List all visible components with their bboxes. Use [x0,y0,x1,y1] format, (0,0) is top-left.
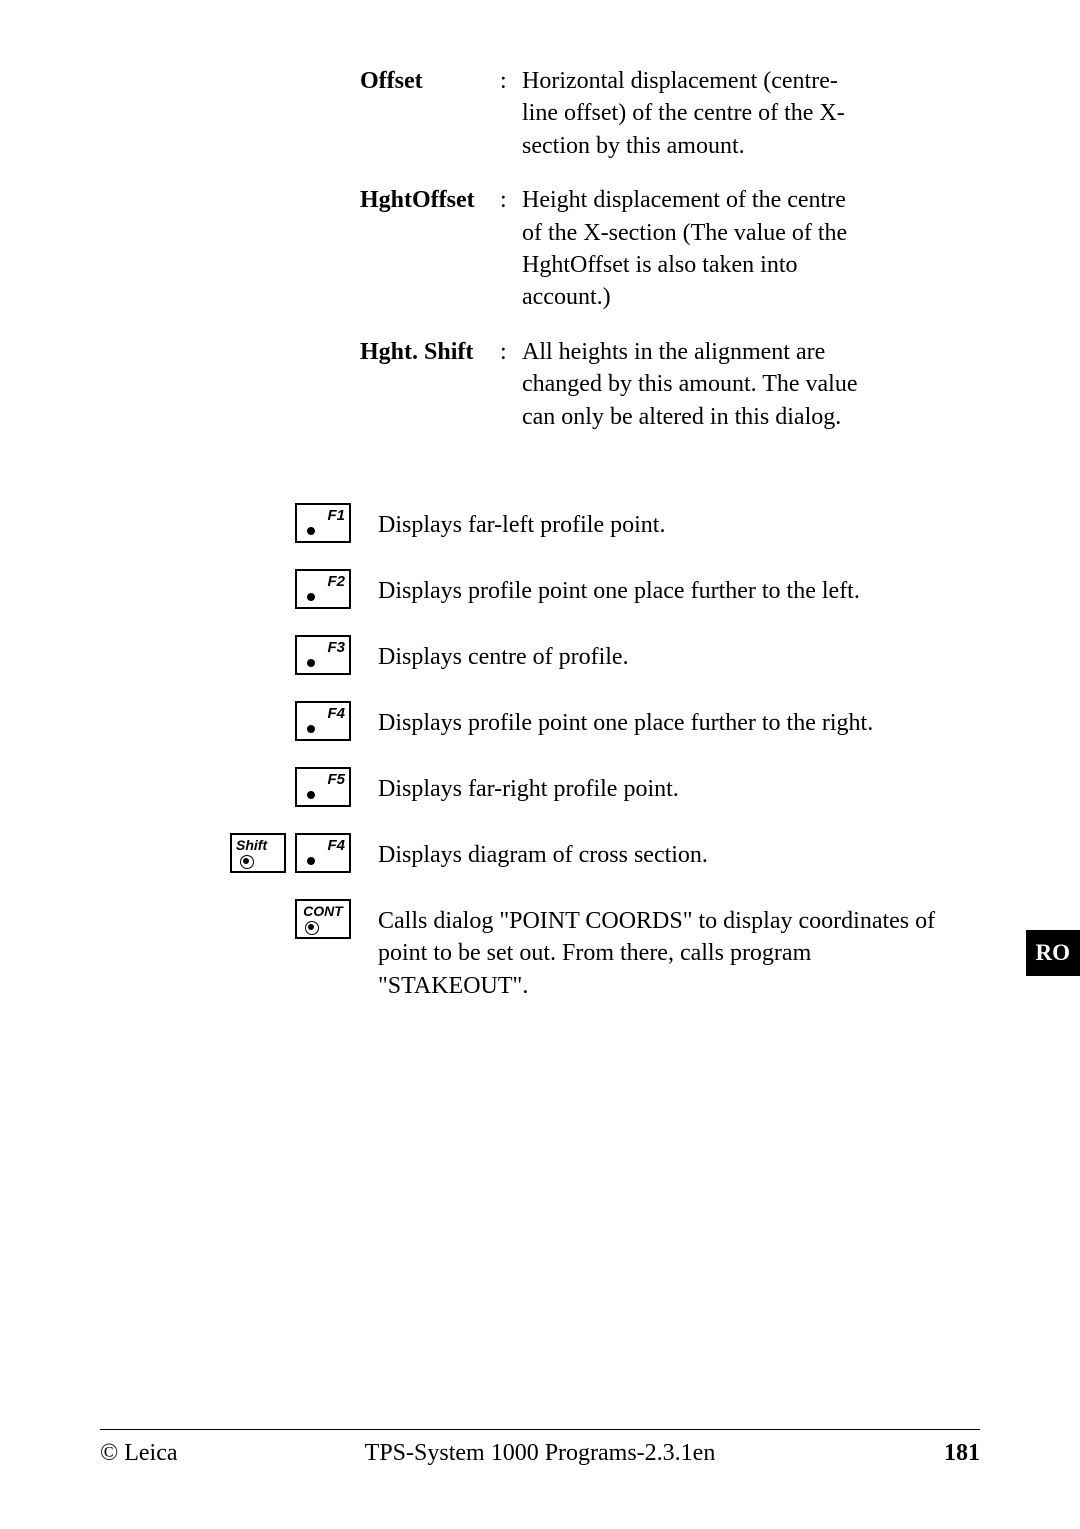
definition-desc: Horizontal displacement (centre-line off… [522,65,980,162]
key-row: F5 Displays far-right profile point. [230,767,980,807]
f1-key-icon: F1 [295,503,351,543]
f2-key-icon: F2 [295,569,351,609]
definition-desc: All heights in the alignment are changed… [522,336,980,433]
key-desc: Displays diagram of cross section. [360,833,980,871]
key-main-slot: F1 [295,503,360,543]
key-desc: Displays profile point one place further… [360,701,980,739]
key-label: F5 [327,771,345,788]
key-prefix-slot: Shift [230,833,295,873]
side-tab: RO [1026,930,1080,976]
page-footer: © Leica TPS-System 1000 Programs-2.3.1en… [100,1429,980,1467]
key-main-slot: F4 [295,833,360,873]
shift-key-icon: Shift [230,833,286,873]
key-desc: Displays centre of profile. [360,635,980,673]
key-label: Shift [236,837,267,853]
key-desc: Displays far-left profile point. [360,503,980,541]
key-label: F4 [327,705,345,722]
key-label: F4 [327,837,345,854]
key-dot-target-icon [305,921,317,933]
colon: : [500,184,522,314]
key-label: F3 [327,639,345,656]
key-row: CONT Calls dialog "POINT COORDS" to disp… [230,899,980,1002]
key-main-slot: CONT [295,899,360,939]
definition-row: Hght. Shift : All heights in the alignme… [360,336,980,433]
key-row: F1 Displays far-left profile point. [230,503,980,543]
key-label: CONT [297,903,349,919]
key-main-slot: F5 [295,767,360,807]
key-row: F2 Displays profile point one place furt… [230,569,980,609]
key-dot-icon [307,857,315,865]
definition-row: Offset : Horizontal displacement (centre… [360,65,980,162]
key-desc: Calls dialog "POINT COORDS" to display c… [360,899,980,1002]
key-label: F1 [327,507,345,524]
key-row: F3 Displays centre of profile. [230,635,980,675]
definition-row: HghtOffset : Height displacement of the … [360,184,980,314]
key-row: Shift F4 Displays diagram of cross secti… [230,833,980,873]
key-main-slot: F4 [295,701,360,741]
key-desc: Displays profile point one place further… [360,569,980,607]
footer-page-number: 181 [944,1440,980,1467]
f4-key-icon: F4 [295,701,351,741]
key-dot-icon [307,791,315,799]
key-label: F2 [327,573,345,590]
definitions-block: Offset : Horizontal displacement (centre… [360,65,980,433]
key-desc: Displays far-right profile point. [360,767,980,805]
key-dot-icon [307,659,315,667]
key-row: F4 Displays profile point one place furt… [230,701,980,741]
footer-left: © Leica [100,1440,178,1467]
colon: : [500,65,522,162]
definition-desc: Height displacement of the centre of the… [522,184,980,314]
key-dot-icon [307,725,315,733]
footer-center: TPS-System 1000 Programs-2.3.1en [365,1440,716,1467]
colon: : [500,336,522,433]
function-key-list: F1 Displays far-left profile point. F2 D… [230,503,980,1002]
key-main-slot: F3 [295,635,360,675]
page: Offset : Horizontal displacement (centre… [0,0,1080,1529]
f4-key-icon: F4 [295,833,351,873]
key-dot-icon [307,593,315,601]
cont-key-icon: CONT [295,899,351,939]
key-main-slot: F2 [295,569,360,609]
f5-key-icon: F5 [295,767,351,807]
key-dot-target-icon [240,855,252,867]
key-dot-icon [307,527,315,535]
f3-key-icon: F3 [295,635,351,675]
definition-term: HghtOffset [360,184,500,314]
definition-term: Hght. Shift [360,336,500,433]
definition-term: Offset [360,65,500,162]
